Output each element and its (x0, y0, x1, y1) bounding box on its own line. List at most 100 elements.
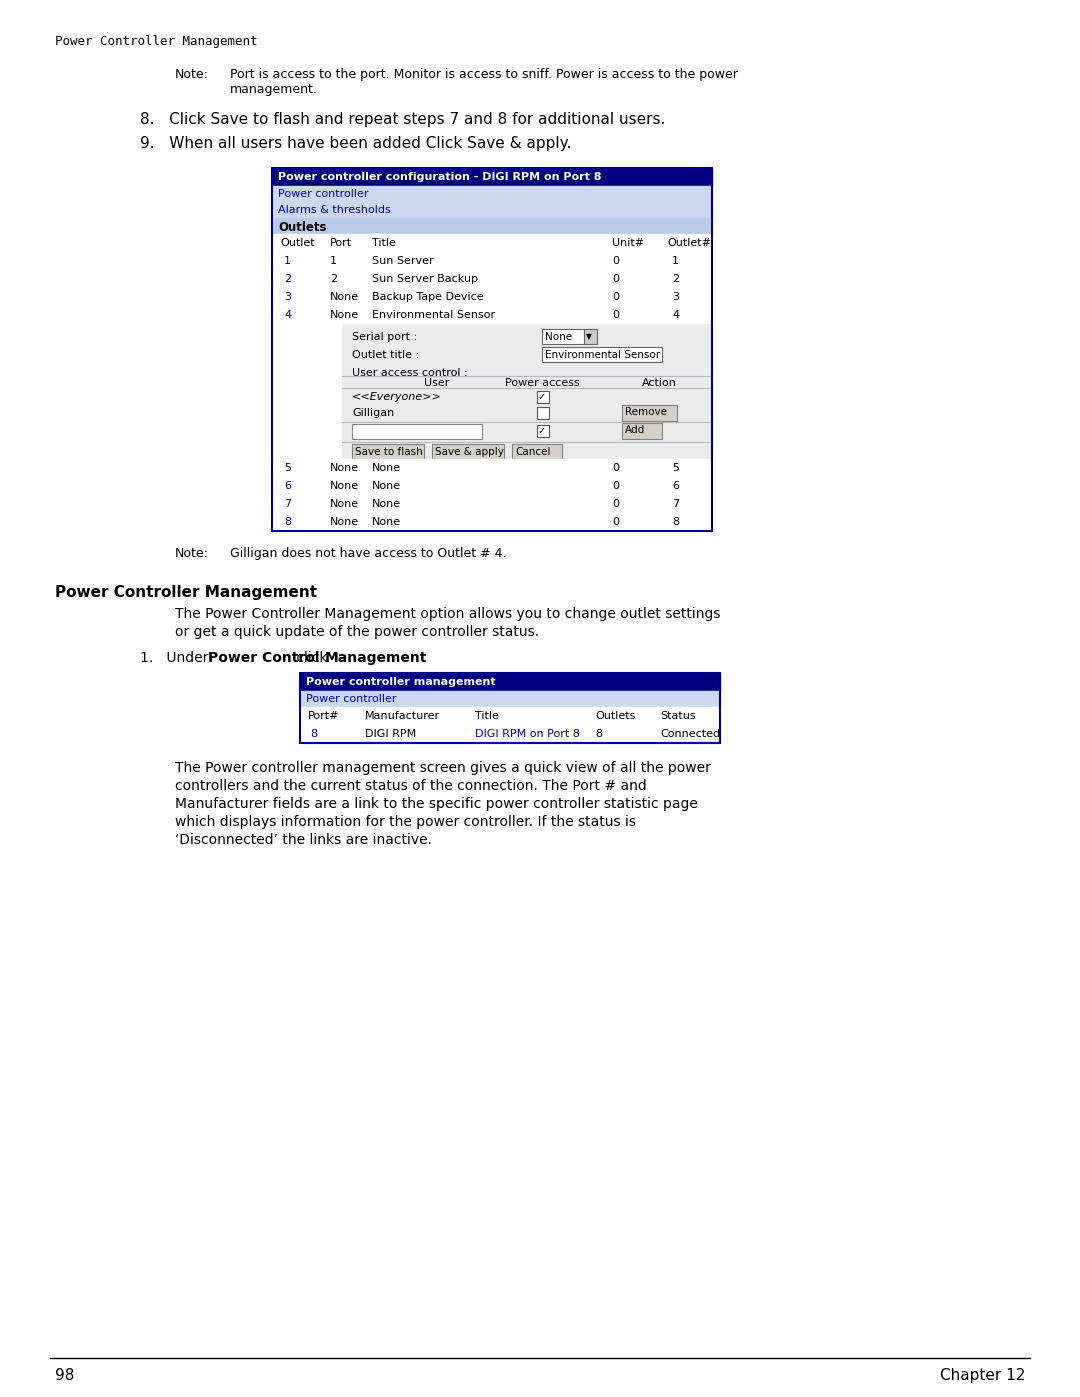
Text: which displays information for the power controller. If the status is: which displays information for the power… (175, 814, 636, 828)
Text: 4: 4 (284, 310, 292, 320)
Text: DIGI RPM on Port 8: DIGI RPM on Port 8 (475, 729, 580, 739)
Bar (352, 444, 424, 460)
Bar (622, 423, 662, 439)
Text: 98: 98 (55, 1368, 75, 1383)
Bar (272, 168, 712, 531)
Text: 0: 0 (612, 256, 619, 265)
Text: 8: 8 (595, 729, 603, 739)
Text: Power access: Power access (504, 379, 579, 388)
Bar (512, 444, 562, 460)
Text: ✓: ✓ (538, 393, 546, 402)
Text: Power controller configuration - DIGI RPM on Port 8: Power controller configuration - DIGI RP… (278, 172, 602, 182)
Text: Power Controller Management: Power Controller Management (55, 585, 318, 599)
Text: management.: management. (230, 82, 318, 96)
Text: <<Everyone>>: <<Everyone>> (352, 393, 442, 402)
Text: Outlet title :: Outlet title : (352, 351, 419, 360)
Text: click: click (292, 651, 332, 665)
Text: User access control :: User access control : (352, 367, 468, 379)
Text: Power Controller Management: Power Controller Management (55, 35, 257, 47)
Text: 5: 5 (672, 462, 679, 474)
Text: 0: 0 (612, 499, 619, 509)
Text: Note:: Note: (175, 548, 208, 560)
Text: Save & apply: Save & apply (435, 447, 504, 457)
Bar (352, 425, 482, 439)
Text: Gilligan does not have access to Outlet # 4.: Gilligan does not have access to Outlet … (230, 548, 507, 560)
Bar (300, 692, 720, 707)
Text: Connected: Connected (660, 729, 720, 739)
Bar (272, 476, 712, 495)
Text: Port: Port (330, 237, 352, 249)
Text: Power controller management: Power controller management (306, 678, 496, 687)
Text: 0: 0 (612, 274, 619, 284)
Text: 4: 4 (672, 310, 679, 320)
Text: Backup Tape Device: Backup Tape Device (372, 292, 484, 302)
Bar (537, 407, 549, 419)
Text: Port is access to the port. Monitor is access to sniff. Power is access to the p: Port is access to the port. Monitor is a… (230, 68, 738, 81)
Text: None: None (330, 499, 360, 509)
Text: 8: 8 (284, 517, 292, 527)
Bar (432, 444, 504, 460)
Text: Environmental Sensor: Environmental Sensor (372, 310, 495, 320)
Text: Serial port :: Serial port : (352, 332, 417, 342)
Bar (272, 218, 712, 235)
Bar (342, 324, 712, 460)
Text: None: None (372, 462, 401, 474)
Text: 8: 8 (672, 517, 679, 527)
Bar (272, 460, 712, 476)
Text: None: None (330, 481, 360, 490)
Bar (272, 306, 712, 324)
Text: Title: Title (475, 711, 499, 721)
Text: Chapter 12: Chapter 12 (940, 1368, 1025, 1383)
Text: 0: 0 (612, 292, 619, 302)
Bar (272, 513, 712, 531)
Text: Power controller: Power controller (278, 189, 368, 198)
Bar (542, 330, 584, 344)
Text: Add: Add (625, 425, 645, 434)
Bar (272, 251, 712, 270)
Bar (272, 270, 712, 288)
Text: None: None (372, 517, 401, 527)
Text: Status: Status (660, 711, 696, 721)
Text: Gilligan: Gilligan (352, 408, 394, 418)
Text: User: User (424, 379, 449, 388)
Bar (537, 425, 549, 437)
Text: DIGI RPM: DIGI RPM (365, 729, 416, 739)
Bar (300, 673, 720, 692)
Text: 0: 0 (612, 462, 619, 474)
Bar (272, 495, 712, 513)
Bar (272, 235, 712, 251)
Text: Power Control: Power Control (208, 651, 320, 665)
Bar (272, 168, 712, 186)
Text: ▼: ▼ (586, 332, 592, 341)
Text: None: None (330, 292, 360, 302)
Text: Manufacturer fields are a link to the specific power controller statistic page: Manufacturer fields are a link to the sp… (175, 798, 698, 812)
Text: or get a quick update of the power controller status.: or get a quick update of the power contr… (175, 624, 539, 638)
Text: None: None (372, 481, 401, 490)
Text: 0: 0 (612, 481, 619, 490)
Bar (584, 330, 597, 344)
Bar (272, 288, 712, 306)
Text: controllers and the current status of the connection. The Port # and: controllers and the current status of th… (175, 780, 647, 793)
Text: 0: 0 (612, 310, 619, 320)
Text: 1.   Under: 1. Under (140, 651, 213, 665)
Text: Outlet#: Outlet# (667, 237, 711, 249)
Text: 1: 1 (672, 256, 679, 265)
Bar (622, 405, 677, 420)
Text: 9.   When all users have been added Click Save & apply.: 9. When all users have been added Click … (140, 136, 571, 151)
Text: Sun Server: Sun Server (372, 256, 434, 265)
Bar (537, 391, 549, 402)
Text: Port#: Port# (308, 711, 339, 721)
Text: Outlets: Outlets (595, 711, 635, 721)
Text: 1: 1 (330, 256, 337, 265)
Text: Environmental Sensor: Environmental Sensor (545, 351, 660, 360)
Text: 8: 8 (310, 729, 318, 739)
Text: 6: 6 (284, 481, 291, 490)
Text: 7: 7 (284, 499, 292, 509)
Text: 0: 0 (612, 517, 619, 527)
Bar (300, 707, 720, 725)
Bar (542, 346, 662, 362)
Bar (272, 186, 712, 203)
Text: Outlet: Outlet (280, 237, 314, 249)
Text: 2: 2 (672, 274, 679, 284)
Text: 6: 6 (672, 481, 679, 490)
